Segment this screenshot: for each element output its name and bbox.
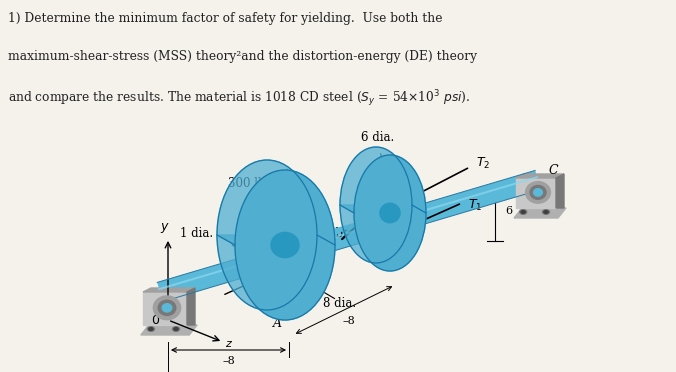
Polygon shape [514,208,566,218]
Text: C: C [548,164,558,177]
Ellipse shape [153,296,180,320]
Polygon shape [157,170,541,302]
Ellipse shape [354,155,426,271]
Polygon shape [516,174,564,178]
Text: 8 dia.: 8 dia. [323,297,356,310]
Polygon shape [143,292,187,325]
Ellipse shape [521,211,525,214]
Text: 1) Determine the minimum factor of safety for yielding.  Use both the: 1) Determine the minimum factor of safet… [8,12,443,25]
Text: maximum-shear-stress (MSS) theory²and the distortion-energy (DE) theory: maximum-shear-stress (MSS) theory²and th… [8,50,477,63]
Ellipse shape [158,300,176,315]
Ellipse shape [147,327,154,331]
Polygon shape [302,223,356,257]
Polygon shape [340,205,426,213]
Ellipse shape [530,186,546,199]
Ellipse shape [544,211,548,214]
Text: –8: –8 [222,356,235,366]
Text: 0: 0 [151,314,159,327]
Ellipse shape [380,203,400,223]
Polygon shape [516,178,556,208]
Text: 300 lbf: 300 lbf [228,177,270,190]
Ellipse shape [533,189,542,196]
Text: y: y [160,220,168,233]
Ellipse shape [543,210,550,214]
Text: 1 dia.: 1 dia. [180,227,213,240]
Text: x: x [327,236,335,249]
Ellipse shape [520,210,527,214]
Ellipse shape [162,304,172,312]
Text: 6 dia.: 6 dia. [362,131,395,144]
Ellipse shape [340,147,412,263]
Polygon shape [187,288,195,325]
Ellipse shape [526,182,550,203]
Text: and compare the results. The material is 1018 CD steel ($S_y$ = 54$\times$10$^3$: and compare the results. The material is… [8,88,470,109]
Polygon shape [556,174,564,208]
Text: B: B [395,195,404,208]
Ellipse shape [172,327,180,331]
Polygon shape [141,325,197,335]
Ellipse shape [174,328,178,330]
Ellipse shape [149,328,153,330]
Polygon shape [143,288,195,292]
Text: 50 lbf: 50 lbf [313,227,347,240]
Text: A: A [272,317,281,330]
Polygon shape [217,235,335,245]
Text: $T_2$: $T_2$ [476,156,490,171]
Ellipse shape [271,232,299,257]
Ellipse shape [217,160,317,310]
Text: 6: 6 [505,206,512,216]
Text: $T_1$: $T_1$ [468,198,483,213]
Text: z: z [225,339,231,349]
Ellipse shape [235,170,335,320]
Text: –8: –8 [343,316,356,326]
